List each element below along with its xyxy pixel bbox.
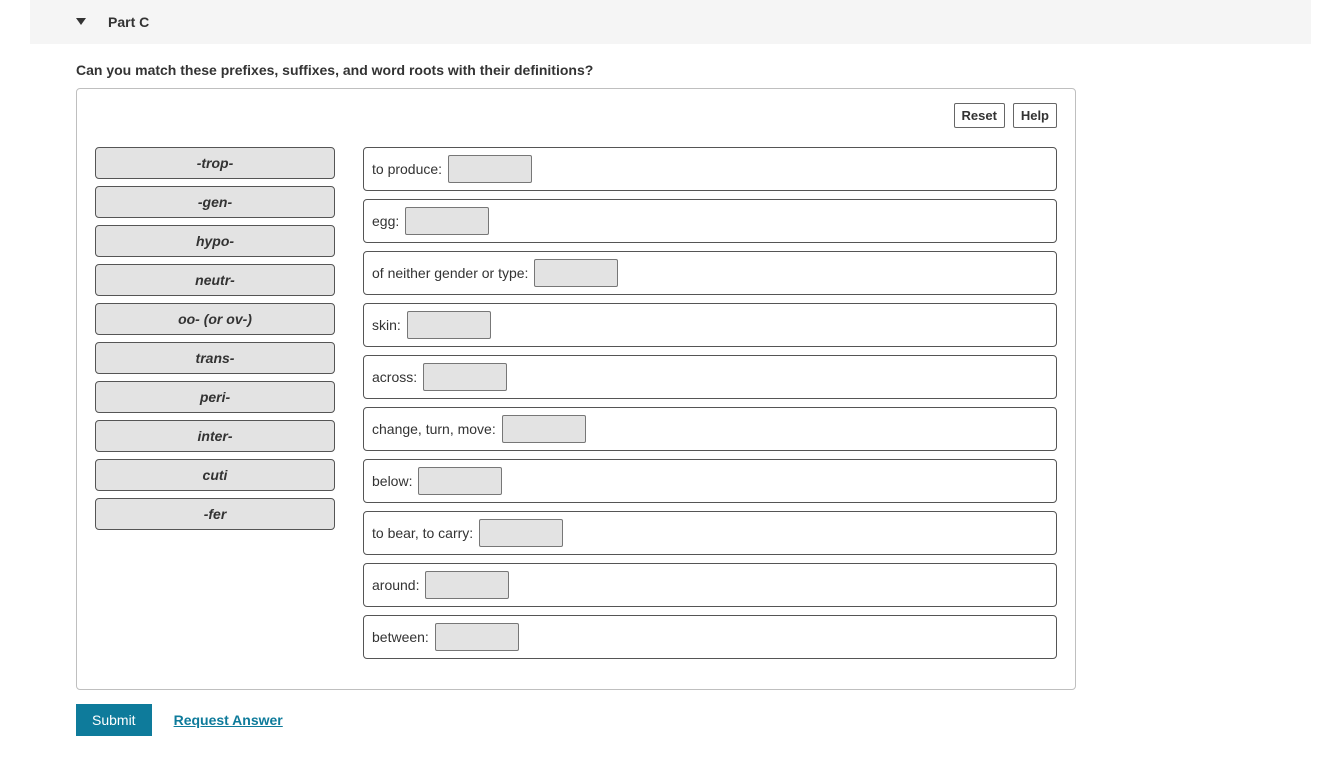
drop-row: change, turn, move: (363, 407, 1057, 451)
drop-label: below: (372, 473, 412, 489)
drop-label: of neither gender or type: (372, 265, 528, 281)
drop-label: across: (372, 369, 417, 385)
drop-label: skin: (372, 317, 401, 333)
drop-row: of neither gender or type: (363, 251, 1057, 295)
drag-item[interactable]: -fer (95, 498, 335, 530)
drop-slot[interactable] (405, 207, 489, 235)
drag-item[interactable]: -gen- (95, 186, 335, 218)
drag-item[interactable]: -trop- (95, 147, 335, 179)
collapse-caret-icon (76, 18, 86, 25)
drop-label: between: (372, 629, 429, 645)
drop-row: around: (363, 563, 1057, 607)
drop-slot[interactable] (435, 623, 519, 651)
drop-slot[interactable] (534, 259, 618, 287)
drop-row: skin: (363, 303, 1057, 347)
drop-label: to produce: (372, 161, 442, 177)
drop-slot[interactable] (423, 363, 507, 391)
drag-item[interactable]: oo- (or ov-) (95, 303, 335, 335)
drag-item[interactable]: inter- (95, 420, 335, 452)
question-prompt: Can you match these prefixes, suffixes, … (76, 62, 1341, 78)
drop-slot[interactable] (502, 415, 586, 443)
part-title: Part C (108, 14, 149, 30)
drop-row: to bear, to carry: (363, 511, 1057, 555)
drop-target-column: to produce: egg: of neither gender or ty… (363, 147, 1057, 667)
matching-panel: Reset Help -trop- -gen- hypo- neutr- oo-… (76, 88, 1076, 690)
drop-label: change, turn, move: (372, 421, 496, 437)
help-button[interactable]: Help (1013, 103, 1057, 128)
drag-item[interactable]: trans- (95, 342, 335, 374)
action-bar: Submit Request Answer (76, 704, 1341, 736)
drop-slot[interactable] (418, 467, 502, 495)
work-area: -trop- -gen- hypo- neutr- oo- (or ov-) t… (95, 147, 1057, 667)
submit-button[interactable]: Submit (76, 704, 152, 736)
request-answer-link[interactable]: Request Answer (174, 712, 283, 728)
drop-label: around: (372, 577, 419, 593)
drop-slot[interactable] (407, 311, 491, 339)
drop-row: between: (363, 615, 1057, 659)
drop-slot[interactable] (425, 571, 509, 599)
drop-slot[interactable] (448, 155, 532, 183)
drag-item[interactable]: cuti (95, 459, 335, 491)
drop-slot[interactable] (479, 519, 563, 547)
drag-source-column: -trop- -gen- hypo- neutr- oo- (or ov-) t… (95, 147, 335, 667)
drag-item[interactable]: neutr- (95, 264, 335, 296)
part-header[interactable]: Part C (30, 0, 1311, 44)
drop-row: across: (363, 355, 1057, 399)
reset-button[interactable]: Reset (954, 103, 1005, 128)
drop-row: to produce: (363, 147, 1057, 191)
drop-row: egg: (363, 199, 1057, 243)
drop-label: to bear, to carry: (372, 525, 473, 541)
drop-label: egg: (372, 213, 399, 229)
drag-item[interactable]: peri- (95, 381, 335, 413)
drag-item[interactable]: hypo- (95, 225, 335, 257)
panel-toolbar: Reset Help (950, 103, 1057, 128)
drop-row: below: (363, 459, 1057, 503)
